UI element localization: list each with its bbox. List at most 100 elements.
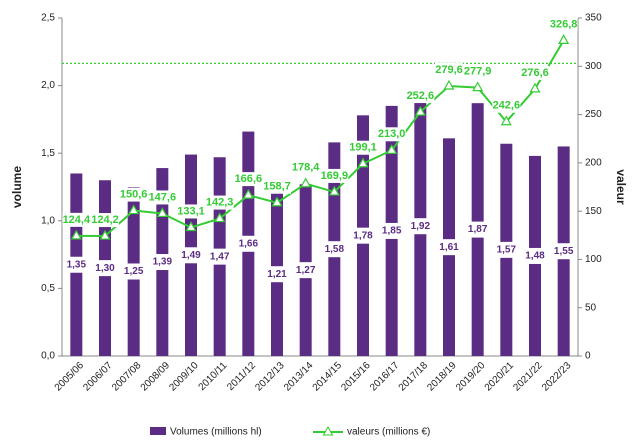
bar-label: 1,27: [296, 265, 316, 276]
legend-swatch: [150, 427, 166, 435]
bar-label: 1,92: [411, 221, 431, 232]
line-label: 124,2: [91, 214, 119, 226]
label-box: [435, 62, 463, 77]
line-marker: [443, 79, 455, 90]
line-marker: [472, 81, 484, 92]
bar-label: 1,66: [239, 238, 259, 249]
label-box: [234, 172, 263, 187]
y2-tick-label: 200: [585, 157, 602, 168]
line-label: 242,6: [493, 100, 521, 112]
x-tick-label: 2016/17: [368, 360, 402, 394]
label-box: [149, 254, 176, 271]
bar-label: 1,30: [95, 263, 115, 274]
y2-tick-label: 0: [585, 351, 591, 362]
line-label: 276,6: [521, 67, 549, 79]
line-marker: [414, 105, 426, 116]
label-box: [206, 248, 233, 265]
line-marker: [328, 185, 340, 196]
label-box: [62, 212, 91, 227]
label-box: [521, 65, 549, 80]
label-box: [377, 127, 406, 142]
line-marker: [300, 177, 312, 188]
line-marker: [70, 229, 82, 240]
x-tick-label: 2009/10: [167, 360, 201, 394]
y-tick-label: 0,5: [41, 283, 55, 294]
y-tick-label: 1,5: [41, 148, 55, 159]
line-marker: [156, 207, 168, 218]
line: [76, 39, 565, 238]
legend-label: valeurs (millions €): [347, 427, 430, 438]
y2-tick-label: 300: [585, 61, 602, 72]
x-tick-label: 2013/14: [282, 360, 316, 394]
y-tick-label: 2,0: [41, 80, 55, 91]
label-box: [264, 266, 290, 283]
x-tick-label: 2011/12: [225, 360, 258, 393]
label-box: [550, 243, 577, 260]
label-box: [178, 247, 204, 264]
line-marker: [529, 82, 541, 93]
x-tick-label: 2020/21: [483, 360, 517, 394]
legend-label: Volumes (millions hl): [170, 427, 262, 438]
label-box: [549, 17, 578, 32]
label-box: [263, 179, 291, 194]
line-marker: [558, 34, 570, 45]
label-box: [492, 98, 521, 113]
bar-label: 1,57: [497, 245, 517, 256]
label-box: [119, 187, 148, 202]
line-label: 199,1: [349, 142, 377, 154]
label-box: [292, 262, 319, 279]
x-tick-label: 2010/11: [197, 360, 230, 393]
line-marker: [386, 144, 398, 154]
line-marker: [214, 212, 226, 223]
y2-axis-title: valeur: [614, 169, 628, 205]
y2-tick-label: 50: [585, 302, 597, 313]
line-label: 277,9: [464, 66, 492, 78]
y-axis-title: volume: [10, 166, 24, 208]
bar-label: 1,58: [325, 244, 345, 255]
y-tick-label: 2,5: [41, 13, 55, 24]
y2-tick-label: 250: [585, 109, 602, 120]
line-label: 213,0: [378, 128, 406, 140]
line-marker: [242, 188, 254, 199]
line-label: 124,4: [63, 214, 91, 226]
bar-label: 1,48: [525, 251, 545, 262]
label-box: [120, 263, 147, 280]
line-label: 252,6: [407, 90, 435, 102]
y2-tick-label: 350: [585, 13, 602, 24]
bar-label: 1,87: [468, 224, 488, 235]
bar-label: 1,35: [67, 259, 87, 270]
label-box: [493, 241, 520, 258]
label-box: [378, 222, 405, 239]
line-marker: [500, 115, 512, 126]
x-tick-label: 2008/09: [139, 360, 173, 394]
label-box: [235, 235, 262, 252]
label-box: [464, 221, 491, 238]
x-tick-label: 2005/06: [53, 360, 87, 394]
y-tick-label: 0,0: [41, 351, 55, 362]
x-tick-label: 2019/20: [454, 360, 488, 394]
y-tick-label: 1,0: [41, 215, 55, 226]
label-box: [63, 256, 90, 273]
label-box: [92, 260, 118, 277]
line-marker: [185, 221, 197, 232]
label-box: [320, 168, 349, 183]
line-label: 166,6: [235, 173, 263, 185]
line-marker: [99, 229, 111, 240]
label-box: [463, 64, 492, 79]
label-box: [350, 227, 376, 244]
label-box: [436, 239, 462, 256]
x-tick-label: 2021/22: [511, 360, 545, 394]
bar-label: 1,47: [210, 251, 230, 262]
line-label: 169,9: [321, 170, 349, 182]
label-box: [148, 190, 177, 205]
bar-label: 1,21: [267, 269, 287, 280]
x-tick-label: 2012/13: [253, 360, 287, 394]
x-tick-label: 2015/16: [339, 360, 373, 394]
label-box: [522, 247, 548, 264]
line-label: 178,4: [292, 162, 320, 174]
x-tick-label: 2017/18: [397, 360, 431, 394]
bar-label: 1,39: [153, 257, 173, 268]
x-tick-label: 2006/07: [81, 360, 115, 394]
line-label: 326,8: [550, 18, 578, 30]
